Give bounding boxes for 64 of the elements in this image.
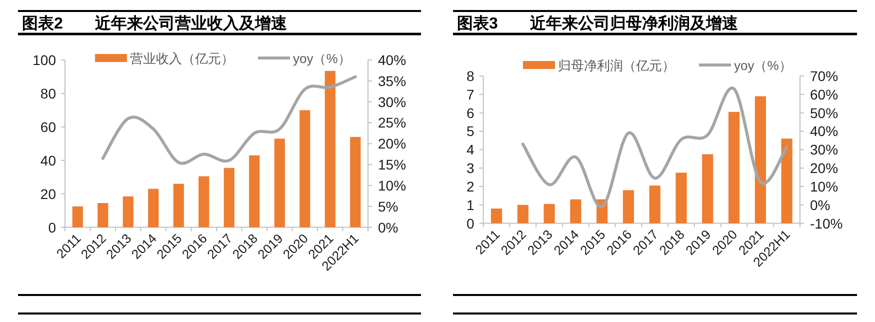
y2-tick-label: 20% — [378, 136, 406, 152]
bar — [754, 96, 766, 224]
bar — [274, 138, 285, 228]
line-series — [521, 86, 788, 208]
bar — [148, 188, 159, 228]
bar — [649, 186, 660, 224]
y-tick-label: 8 — [466, 68, 475, 84]
y2-tick-label: 50% — [810, 104, 838, 121]
legend-label: yoy（%） — [734, 58, 792, 73]
y-tick-label: 7 — [466, 86, 475, 102]
y-tick-label: 20 — [40, 186, 56, 202]
bar — [98, 203, 108, 228]
bar — [676, 172, 687, 224]
y-tick-label: 40 — [40, 152, 56, 168]
y-tick-label: 0 — [48, 219, 56, 236]
y-tick-label: 4 — [466, 142, 475, 158]
y-tick-label: 2 — [466, 178, 475, 194]
y-tick-label: 1 — [466, 196, 475, 213]
bar — [300, 110, 310, 228]
bar — [622, 190, 634, 224]
bar — [249, 155, 260, 228]
bar — [490, 208, 502, 224]
y2-tick-label: 5% — [378, 198, 398, 214]
bar — [198, 176, 210, 228]
bar — [173, 184, 184, 228]
y2-tick-label: 40% — [810, 123, 838, 140]
bar — [728, 112, 740, 224]
legend-label: 归母净利润（亿元） — [558, 58, 675, 73]
chart-title: 图表3 近年来公司归母净利润及增速 — [457, 14, 739, 32]
bar — [324, 70, 336, 228]
y-tick-label: 80 — [40, 85, 56, 102]
line-series — [101, 75, 357, 165]
y2-tick-label: 35% — [378, 72, 406, 89]
y2-tick-label: 20% — [810, 160, 838, 176]
y2-tick-label: 0% — [378, 219, 398, 236]
y-tick-label: 5 — [466, 123, 475, 140]
y2-tick-label: 10% — [378, 177, 406, 194]
y-tick-label: 6 — [466, 104, 475, 121]
y2-tick-label: 30% — [810, 142, 838, 158]
y2-tick-label: 15% — [378, 156, 406, 173]
bar — [72, 206, 83, 228]
y2-tick-label: 60% — [810, 86, 838, 102]
y2-tick-label: 70% — [810, 68, 838, 84]
bar — [781, 138, 792, 224]
bar — [544, 204, 555, 224]
chart-title: 图表2 近年来公司营业收入及增速 — [22, 14, 288, 32]
bar — [517, 204, 528, 224]
bar — [122, 196, 134, 228]
bar — [570, 199, 582, 224]
y-tick-label: 0 — [466, 215, 475, 232]
y2-tick-label: 0% — [810, 196, 830, 213]
legend-label: yoy（%） — [293, 51, 351, 66]
bar — [702, 154, 714, 224]
y-tick-label: 60 — [40, 118, 56, 135]
y2-tick-label: 25% — [378, 114, 406, 131]
y2-tick-label: 30% — [378, 94, 406, 110]
bar — [224, 168, 234, 228]
y2-tick-label: 10% — [810, 178, 838, 194]
y2-tick-label: -10% — [810, 215, 843, 232]
legend-label: 营业收入（亿元） — [130, 51, 234, 66]
y2-tick-label: 40% — [378, 52, 406, 68]
y-tick-label: 3 — [466, 160, 475, 176]
y-tick-label: 100 — [32, 52, 56, 68]
bar — [350, 136, 361, 228]
